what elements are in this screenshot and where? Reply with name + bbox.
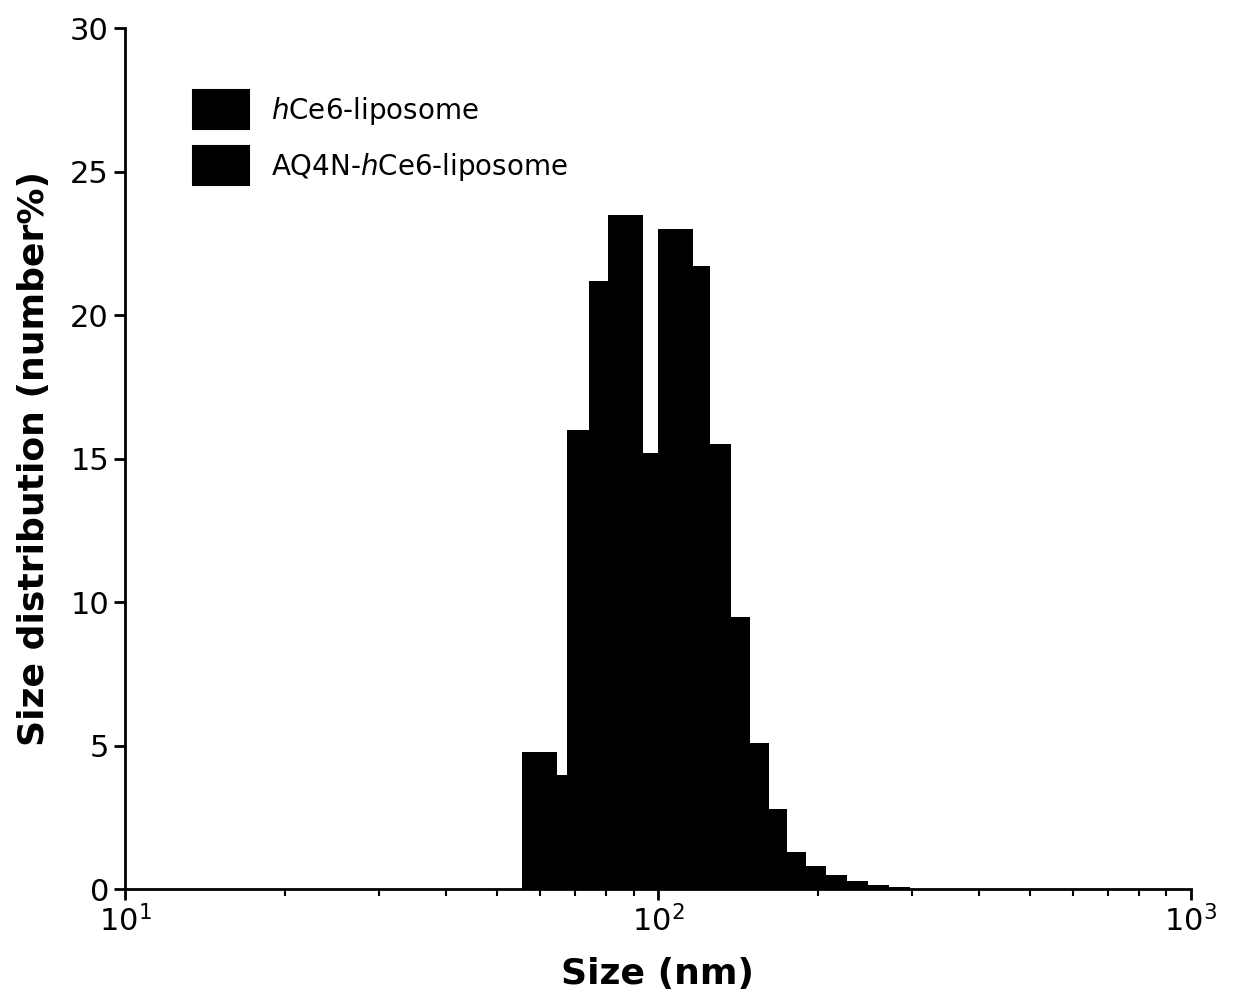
Bar (714, 617, 750, 889)
X-axis label: Size (nm): Size (nm) (561, 958, 754, 991)
Bar (734, 743, 769, 889)
Legend: $h$Ce6-liposome, AQ4N-$h$Ce6-liposome: $h$Ce6-liposome, AQ4N-$h$Ce6-liposome (170, 68, 590, 208)
Bar (568, 430, 602, 889)
Bar (640, 631, 675, 889)
Bar (522, 752, 558, 889)
Bar (589, 281, 624, 889)
Bar (875, 887, 909, 889)
Bar (752, 809, 787, 889)
Bar (608, 215, 643, 889)
Bar (854, 885, 890, 889)
Bar (696, 445, 731, 889)
Bar (675, 266, 710, 889)
Bar (658, 229, 694, 889)
Bar (791, 867, 827, 889)
Y-axis label: Size distribution (number%): Size distribution (number%) (17, 171, 51, 746)
Bar (833, 881, 869, 889)
Bar (548, 774, 582, 889)
Bar (628, 453, 664, 889)
Bar (771, 852, 806, 889)
Bar (812, 875, 848, 889)
